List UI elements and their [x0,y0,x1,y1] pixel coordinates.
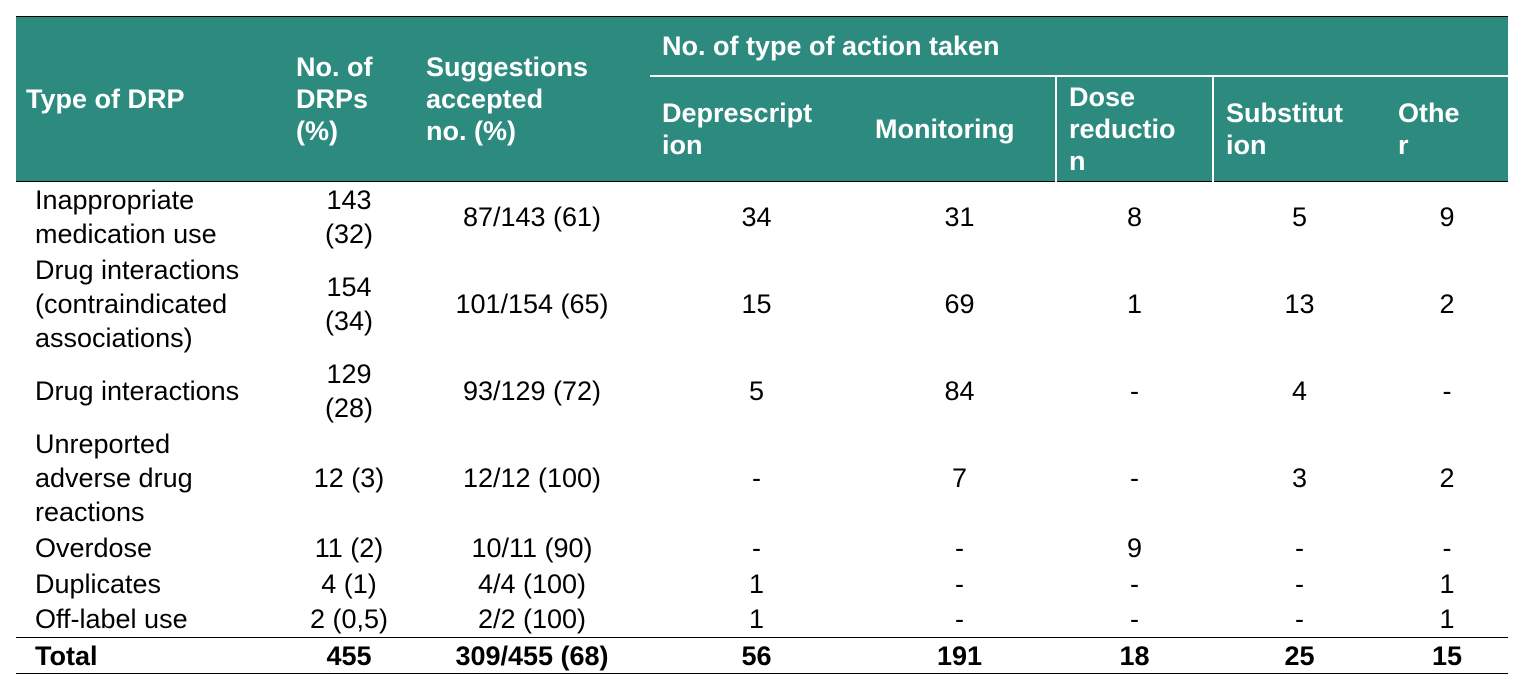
dose-reduction-cell: 9 [1126,532,1143,563]
row-type-cell: Inappropriate medication use [16,181,284,252]
other-cell: 1 [1439,568,1455,599]
table-row: Overdose 11 (2) 10/11 (90) - - 9 - - [16,530,1508,566]
total-drps: 455 [284,637,414,674]
monitoring-cell: 69 [944,288,975,319]
accepted-cell: 12/12 (100) [462,462,602,493]
other-cell: 2 [1439,288,1455,319]
other-cell: 2 [1439,462,1455,493]
other-cell: - [1442,375,1452,406]
monitoring-cell: 7 [951,462,968,493]
monitoring-cell: - [955,532,964,563]
drps-cell: 4 (1) [321,568,377,599]
substitution-cell: 4 [1291,375,1308,406]
monitoring-cell: - [955,568,964,599]
total-deprescription: 56 [650,637,863,674]
header-suggestions-accepted: Suggestions accepted no. (%) [414,16,650,182]
table-row: Drug interactions 129 (28) 93/129 (72) 5… [16,356,1508,426]
dose-reduction-cell: 1 [1126,288,1143,319]
substitution-cell: - [1295,532,1304,563]
dose-reduction-cell: 8 [1056,181,1213,252]
deprescription-cell: 15 [741,288,772,319]
header-other: Othe r [1386,76,1509,182]
header-no-of-drps: No. of DRPs (%) [284,16,414,182]
drps-cell: 11 (2) [314,532,384,563]
deprescription-cell: 1 [748,604,765,635]
other-cell: 1 [1439,604,1455,635]
drps-cell: 154 (34) [324,271,373,336]
drps-cell: 143 (32) [284,181,414,252]
row-type-cell: Duplicates [35,568,162,599]
substitution-cell: 13 [1284,288,1315,319]
other-cell: 9 [1386,181,1509,252]
dose-reduction-cell: - [1130,375,1139,406]
drp-table: Type of DRP No. of DRPs (%) Suggestions … [16,16,1509,674]
header-substitution: Substitut ion [1212,76,1386,182]
total-row: Total 455 309/455 (68) 56 191 18 25 15 [16,637,1509,674]
dose-reduction-cell: - [1130,462,1139,493]
accepted-cell: 101/154 (65) [455,288,609,319]
total-monitoring: 191 [863,637,1056,674]
table-row: Duplicates 4 (1) 4/4 (100) 1 - - - 1 [16,566,1508,602]
deprescription-cell: 1 [748,568,765,599]
table-row: Drug interactions (contraindicated assoc… [16,252,1508,356]
substitution-cell: - [1295,568,1304,599]
row-type-cell: Drug interactions [35,375,240,406]
table-row: Unreported adverse drug reactions 12 (3)… [16,426,1508,530]
header-dose-reduction: Dose reductio n [1055,76,1213,182]
deprescription-cell: 34 [650,181,863,252]
substitution-cell: 3 [1291,462,1308,493]
monitoring-cell: 84 [944,375,975,406]
monitoring-cell: 31 [863,181,1056,252]
dose-reduction-cell: - [1130,568,1139,599]
header-monitoring: Monitoring [863,76,1056,182]
total-accepted: 309/455 (68) [414,637,650,674]
deprescription-cell: - [752,462,761,493]
drps-cell: 129 (28) [324,358,373,423]
drps-cell: 12 (3) [313,462,385,493]
accepted-cell: 93/129 (72) [462,375,602,406]
substitution-cell: 5 [1213,181,1386,252]
deprescription-cell: 5 [748,375,765,406]
total-other: 15 [1386,637,1509,674]
total-dose-reduction: 18 [1056,637,1213,674]
accepted-cell: 10/11 (90) [471,532,593,563]
dose-reduction-cell: - [1130,604,1139,635]
header-action-group: No. of type of action taken [650,16,1509,77]
header-type-of-drp: Type of DRP [16,16,284,182]
other-cell: - [1442,532,1452,563]
table-row: Off-label use 2 (0,5) 2/2 (100) 1 - - - … [16,602,1508,638]
table-container: Type of DRP No. of DRPs (%) Suggestions … [16,16,1509,674]
row-type-cell: Drug interactions (contraindicated assoc… [35,254,240,353]
substitution-cell: - [1295,604,1304,635]
accepted-cell: 4/4 (100) [477,568,587,599]
accepted-cell: 87/143 (61) [414,181,650,252]
deprescription-cell: - [752,532,761,563]
row-type-cell: Off-label use [35,604,188,635]
total-substitution: 25 [1213,637,1386,674]
row-type-cell: Unreported adverse drug reactions [35,428,193,527]
monitoring-cell: - [955,604,964,635]
header-deprescription: Deprescript ion [650,76,863,182]
row-type-cell: Overdose [35,532,153,563]
accepted-cell: 2/2 (100) [477,604,587,635]
table-row: Inappropriate medication use 143 (32) 87… [16,181,1509,252]
drps-cell: 2 (0,5) [309,604,389,635]
total-label: Total [16,637,284,674]
